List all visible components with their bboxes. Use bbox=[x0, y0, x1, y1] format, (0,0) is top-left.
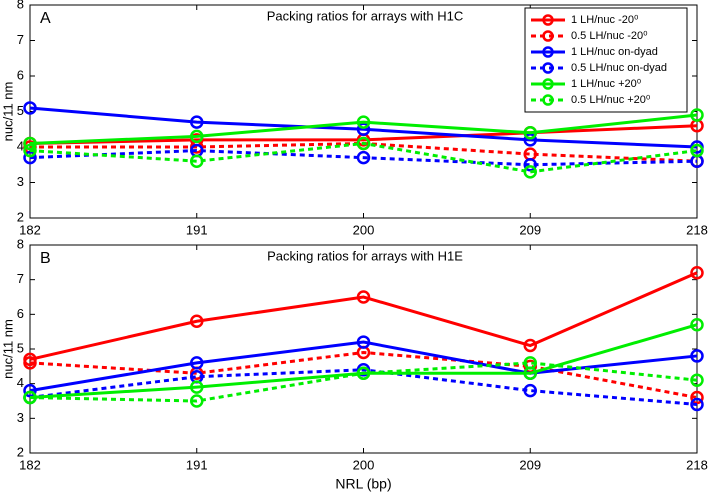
legend-marker bbox=[542, 78, 554, 90]
chart-title: Packing ratios for arrays with H1E bbox=[267, 248, 463, 263]
data-point bbox=[523, 126, 537, 140]
series-line bbox=[29, 361, 698, 403]
y-tick-label: 2 bbox=[17, 209, 24, 224]
x-tick-label: 182 bbox=[19, 222, 41, 237]
y-tick-label: 3 bbox=[17, 410, 24, 425]
data-point bbox=[190, 115, 204, 129]
data-point bbox=[23, 101, 37, 115]
series-line bbox=[29, 124, 698, 145]
data-point bbox=[356, 290, 371, 304]
legend-marker bbox=[542, 94, 554, 106]
data-point bbox=[356, 335, 371, 349]
y-tick-label: 4 bbox=[17, 375, 24, 390]
chart-title: Packing ratios for arrays with H1C bbox=[267, 8, 464, 23]
x-tick-label: 218 bbox=[686, 457, 708, 472]
data-point bbox=[523, 383, 537, 398]
data-point bbox=[356, 150, 371, 165]
data-point bbox=[190, 314, 204, 329]
data-point bbox=[23, 136, 37, 151]
data-point bbox=[690, 143, 704, 158]
series-line bbox=[29, 350, 698, 400]
series-line bbox=[29, 340, 698, 393]
panel-label: A bbox=[40, 10, 51, 27]
y-tick-label: 8 bbox=[17, 0, 24, 11]
x-tick-label: 200 bbox=[353, 457, 375, 472]
data-point bbox=[356, 122, 371, 136]
series-line bbox=[29, 149, 698, 167]
data-point bbox=[190, 380, 204, 394]
legend-label: 1 LH/nuc -20⁰ bbox=[571, 14, 639, 26]
data-point bbox=[23, 143, 37, 158]
data-point bbox=[23, 150, 37, 165]
plot-frame bbox=[29, 244, 698, 454]
data-point bbox=[23, 356, 37, 370]
legend-marker bbox=[542, 46, 554, 58]
x-tick-label: 191 bbox=[186, 222, 208, 237]
data-point bbox=[356, 136, 371, 151]
data-point bbox=[690, 373, 704, 387]
data-point bbox=[190, 129, 204, 144]
x-tick-label: 218 bbox=[686, 222, 708, 237]
legend-label: 0.5 LH/nuc +20⁰ bbox=[571, 94, 651, 106]
y-tick-label: 3 bbox=[17, 174, 24, 189]
y-tick-label: 6 bbox=[17, 67, 24, 82]
data-point bbox=[190, 356, 204, 370]
x-tick-label: 191 bbox=[186, 457, 208, 472]
data-point bbox=[690, 317, 704, 332]
x-tick-label: 200 bbox=[353, 222, 375, 237]
data-point bbox=[690, 265, 704, 280]
series-line bbox=[29, 113, 698, 145]
legend-label: 0.5 LH/nuc on-dyad bbox=[571, 62, 667, 74]
legend-marker bbox=[542, 62, 554, 74]
legend-label: 1 LH/nuc +20⁰ bbox=[571, 78, 642, 90]
y-tick-label: 6 bbox=[17, 306, 24, 321]
legend-marker bbox=[542, 14, 554, 26]
y-tick-label: 2 bbox=[17, 444, 24, 459]
data-point bbox=[690, 397, 704, 412]
y-axis-label: nuc/11 nm bbox=[0, 82, 15, 142]
y-tick-label: 7 bbox=[17, 32, 24, 47]
legend-label: 0.5 LH/nuc -20⁰ bbox=[571, 30, 648, 42]
data-point bbox=[356, 115, 371, 129]
data-point bbox=[356, 366, 371, 381]
data-point bbox=[523, 356, 537, 370]
x-tick-label: 209 bbox=[519, 222, 541, 237]
data-point bbox=[523, 165, 537, 179]
series-line bbox=[29, 141, 698, 174]
data-point bbox=[690, 349, 704, 363]
y-tick-label: 8 bbox=[17, 236, 24, 251]
series-line bbox=[29, 271, 698, 361]
series-line bbox=[29, 368, 698, 406]
legend-box bbox=[524, 7, 688, 113]
y-tick-label: 7 bbox=[17, 271, 24, 286]
data-point bbox=[190, 154, 204, 168]
series-line bbox=[29, 106, 698, 149]
data-point bbox=[523, 338, 537, 353]
data-point bbox=[690, 108, 704, 122]
legend-label: 1 LH/nuc on-dyad bbox=[571, 46, 658, 58]
y-tick-label: 4 bbox=[17, 138, 24, 153]
panel-label: B bbox=[40, 250, 51, 267]
legend-marker bbox=[542, 30, 554, 42]
y-axis-label: nuc/11 nm bbox=[0, 319, 15, 379]
y-tick-label: 5 bbox=[17, 340, 24, 355]
x-tick-label: 182 bbox=[19, 457, 41, 472]
y-tick-label: 5 bbox=[17, 103, 24, 118]
data-point bbox=[23, 390, 37, 405]
data-point bbox=[190, 394, 204, 408]
data-point bbox=[523, 158, 537, 172]
data-point bbox=[523, 133, 537, 147]
x-tick-label: 209 bbox=[519, 457, 541, 472]
x-axis-label: NRL (bp) bbox=[335, 476, 391, 492]
